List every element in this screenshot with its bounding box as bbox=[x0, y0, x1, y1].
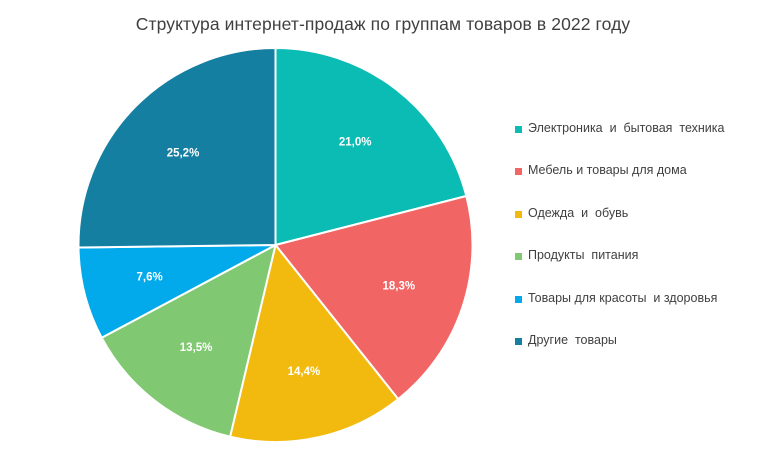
legend-item-1: Электроника и бытовая техника bbox=[515, 121, 724, 163]
legend-swatch bbox=[515, 126, 522, 133]
chart-legend: Электроника и бытовая техника Мебель и то… bbox=[515, 121, 724, 375]
legend-swatch bbox=[515, 295, 522, 303]
pie-slice-3[interactable] bbox=[229, 244, 400, 443]
pie-slice-5[interactable] bbox=[77, 244, 277, 339]
legend-swatch bbox=[515, 337, 522, 345]
chart-title: Структура интернет-продаж по группам тов… bbox=[135, 14, 631, 34]
data-label-4: 13,5% bbox=[180, 342, 213, 354]
pie-slice-1[interactable] bbox=[274, 47, 468, 246]
legend-label: Другие товары bbox=[528, 332, 617, 347]
data-label-6: 25,2% bbox=[167, 148, 200, 160]
data-label-2: 18,3% bbox=[382, 280, 415, 292]
data-label-1: 21,0% bbox=[339, 136, 372, 148]
legend-item-3: Одежда и обувь bbox=[515, 206, 724, 248]
pie-slice-4[interactable] bbox=[100, 244, 277, 438]
legend-swatch bbox=[515, 168, 522, 176]
legend-item-4: Продукты питания bbox=[515, 248, 724, 290]
legend-label: Электроника и бытовая техника bbox=[528, 121, 725, 135]
legend-label: Продукты питания bbox=[528, 248, 639, 263]
legend-item-2: Мебель и товары для дома bbox=[515, 163, 724, 205]
legend-label: Товары для красоты и здоровья bbox=[528, 290, 718, 305]
legend-label: Мебель и товары для дома bbox=[528, 163, 687, 178]
legend-item-5: Товары для красоты и здоровья bbox=[515, 291, 724, 333]
pie-slice-2[interactable] bbox=[274, 195, 474, 401]
legend-swatch bbox=[515, 253, 522, 261]
legend-label: Одежда и обувь bbox=[528, 205, 629, 220]
data-label-5: 7,6% bbox=[136, 271, 162, 283]
legend-swatch bbox=[515, 210, 522, 218]
legend-item-6: Другие товары bbox=[515, 333, 724, 375]
data-label-3: 14,4% bbox=[288, 366, 321, 378]
pie-slice-6[interactable] bbox=[77, 47, 277, 249]
